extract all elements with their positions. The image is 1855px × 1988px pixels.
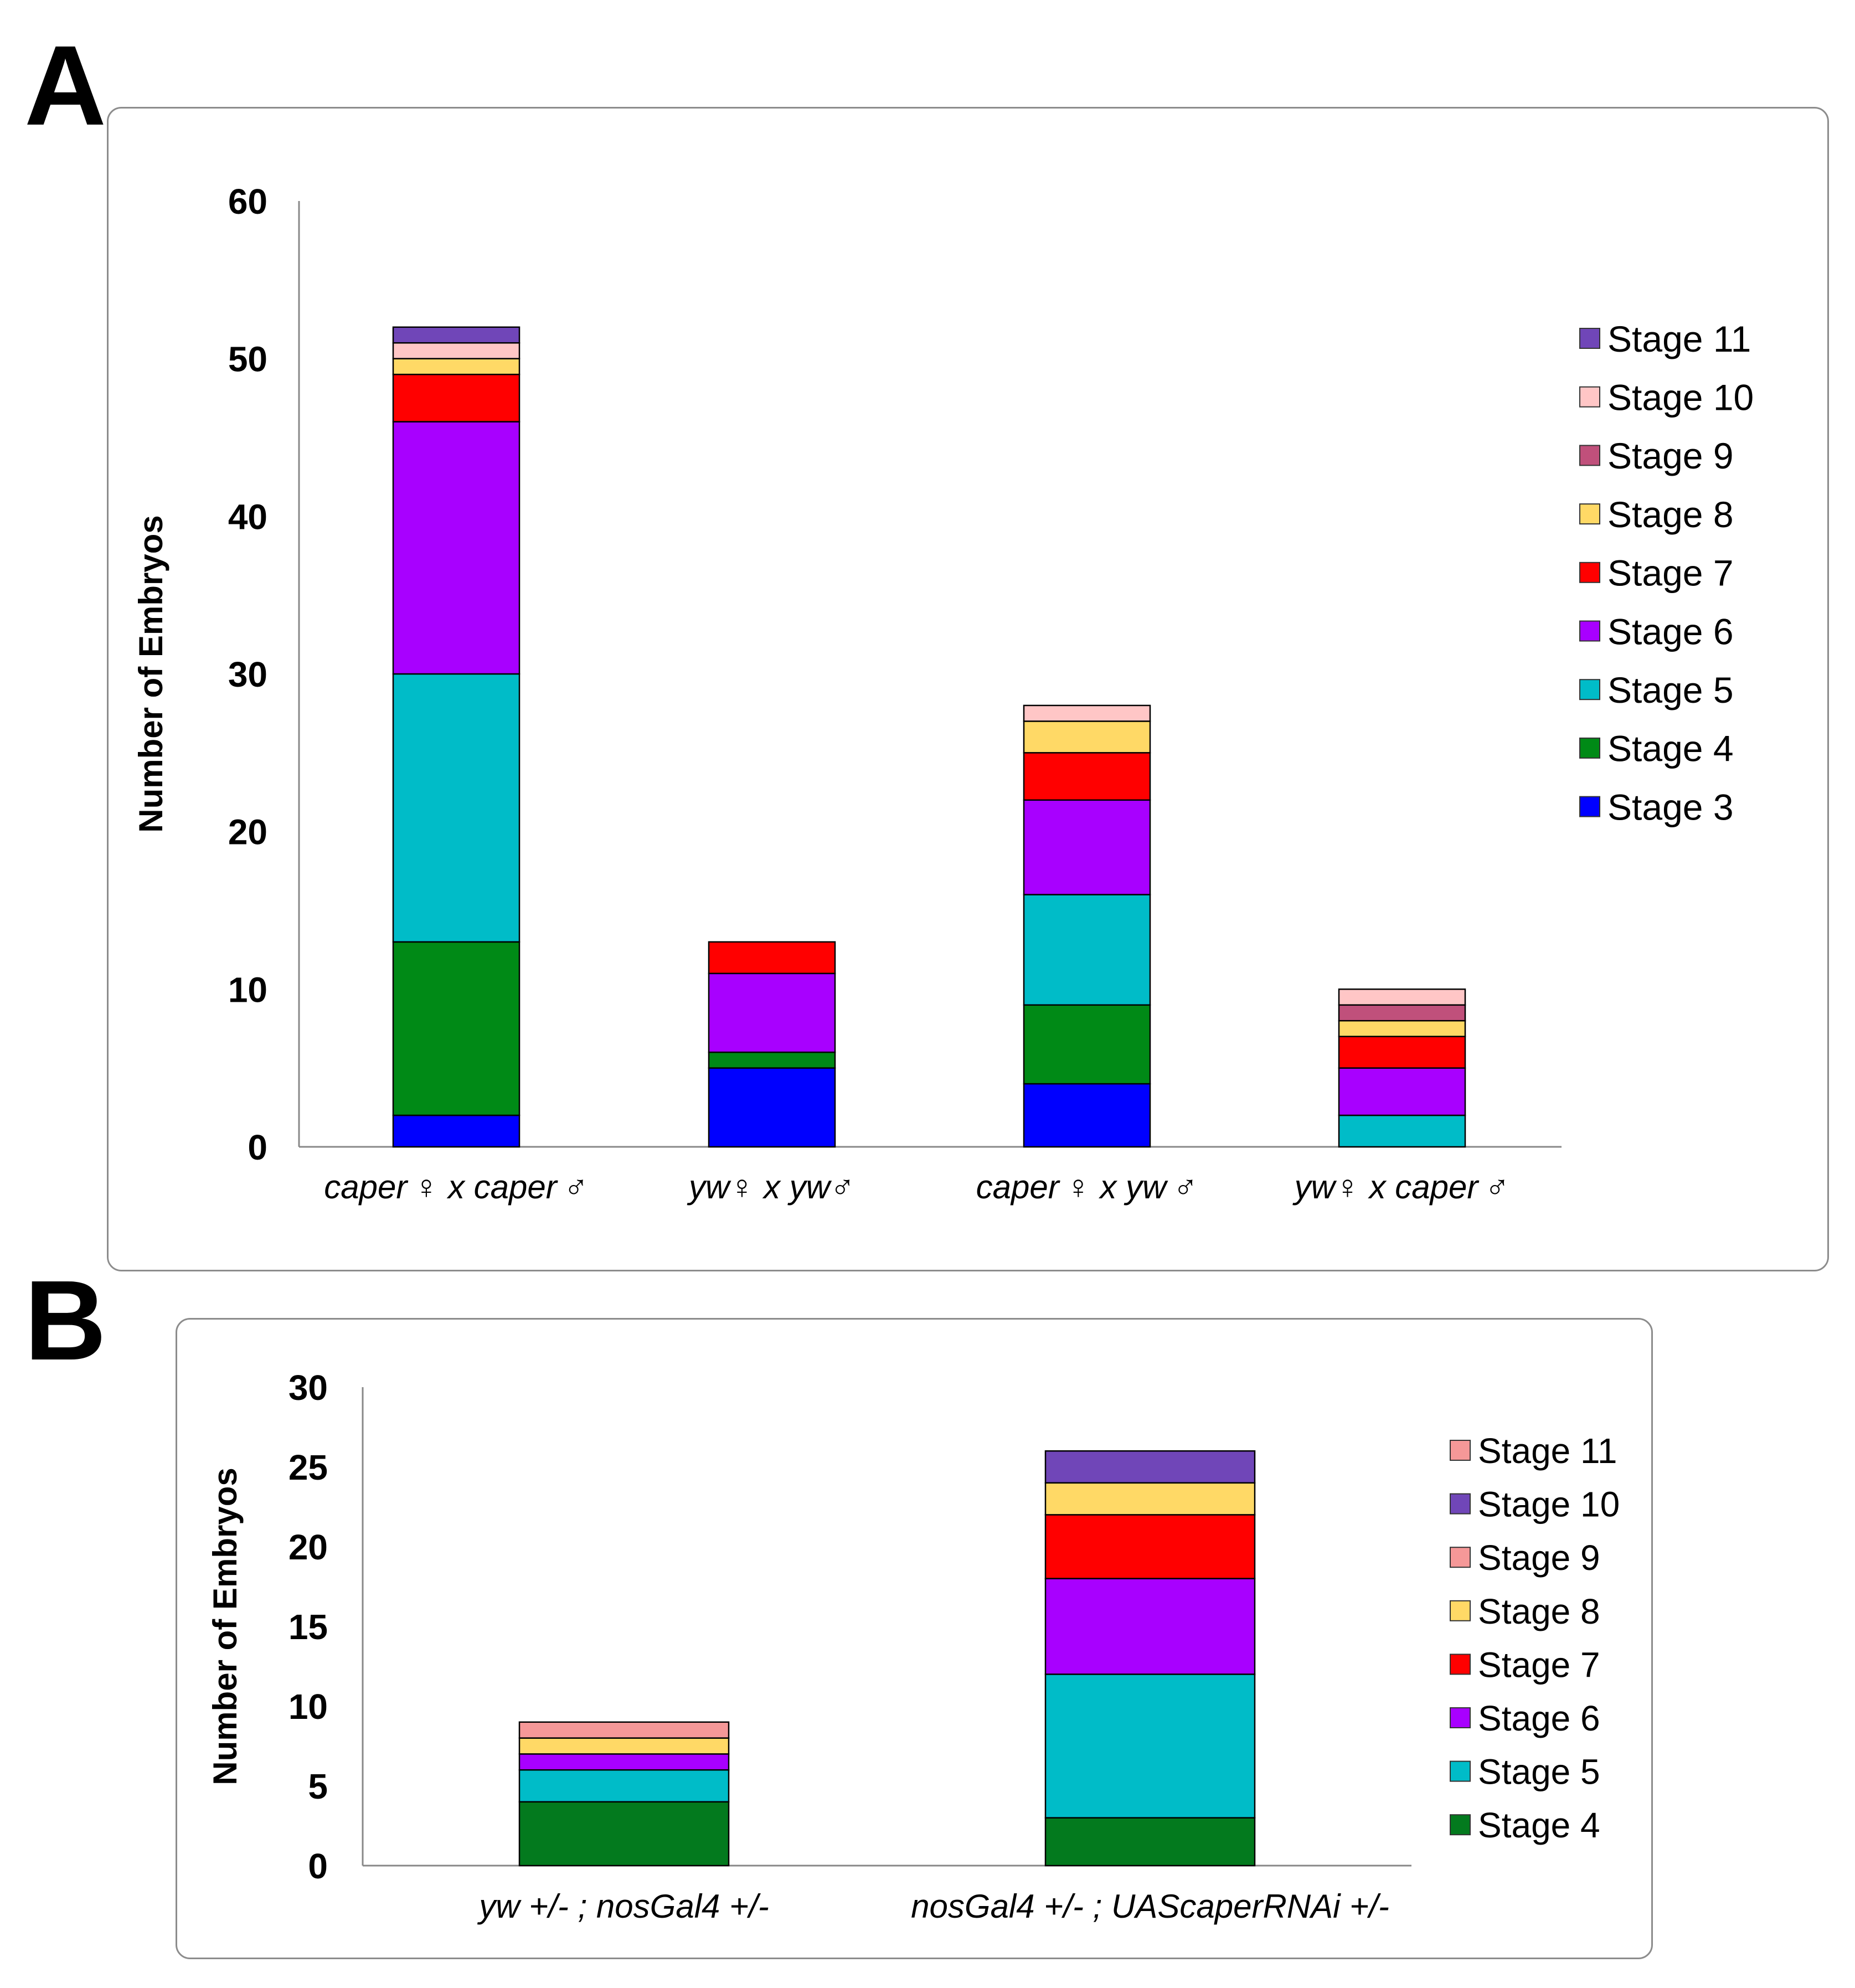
y-tick-label: 40 [228, 497, 267, 537]
bar-segment-stage-8 [518, 1737, 730, 1755]
legend-swatch [1450, 1493, 1471, 1515]
panel-a-letter: A [24, 22, 107, 149]
y-tick-label: 15 [288, 1607, 328, 1647]
legend-swatch [1579, 503, 1600, 525]
bar-segment-stage-10 [392, 342, 521, 359]
legend-label: Stage 6 [1478, 1698, 1600, 1738]
legend-swatch [1450, 1814, 1471, 1836]
legend-swatch [1579, 445, 1600, 466]
bar-segment-stage-6 [708, 972, 836, 1053]
bar-segment-stage-7 [1338, 1036, 1466, 1069]
y-tick-label: 30 [288, 1368, 328, 1408]
panel-b-frame [176, 1318, 1653, 1959]
y-tick-label: 0 [308, 1846, 328, 1886]
y-tick-label: 0 [248, 1127, 267, 1167]
bar-segment-stage-6 [1338, 1067, 1466, 1116]
bar-segment-stage-4 [392, 941, 521, 1116]
bar-segment-stage-6 [1044, 1578, 1256, 1675]
bar-segment-stage-10 [1338, 988, 1466, 1006]
y-axis-title: Number of Embryos [207, 1467, 244, 1785]
legend-label: Stage 7 [1478, 1645, 1600, 1685]
legend-label: Stage 8 [1478, 1592, 1600, 1631]
bar-segment-stage-3 [1023, 1083, 1151, 1148]
bar-segment-stage-4 [518, 1801, 730, 1867]
category-label: caper ♀ x caper ♂ [324, 1168, 589, 1206]
y-tick-label: 20 [228, 812, 267, 852]
bar-segment-stage-11 [392, 326, 521, 344]
legend-label: Stage 10 [1478, 1485, 1620, 1525]
category-label: caper ♀ x yw ♂ [976, 1168, 1198, 1206]
bar-segment-stage-7 [1044, 1514, 1256, 1579]
legend-swatch [1579, 386, 1600, 408]
legend-label: Stage 9 [1478, 1538, 1600, 1578]
bar-segment-stage-8 [1044, 1482, 1256, 1516]
bar-segment-stage-10 [1023, 704, 1151, 722]
category-label: nosGal4 +/- ; UAScaperRNAi +/- [911, 1888, 1389, 1925]
legend-swatch [1579, 562, 1600, 583]
bar-segment-stage-5 [392, 673, 521, 943]
legend-swatch [1450, 1440, 1471, 1461]
legend-swatch [1450, 1654, 1471, 1675]
legend-swatch [1450, 1707, 1471, 1728]
bar-segment-stage-8 [1338, 1020, 1466, 1037]
chart-b: 0 5 10 15 20 25 30 Number of Embryos yw +/- ; no… [207, 1368, 1620, 1925]
bar-segment-stage-5 [1338, 1114, 1466, 1148]
legend-label: Stage 5 [1607, 669, 1734, 710]
bar-segment-stage-11 [518, 1721, 730, 1739]
legend-label: Stage 10 [1607, 377, 1754, 418]
legend-label: Stage 9 [1607, 435, 1734, 476]
legend-swatch [1579, 737, 1600, 759]
bar-segment-stage-10 [1044, 1450, 1256, 1484]
bar-segment-stage-8 [392, 358, 521, 375]
bar-segment-stage-7 [392, 373, 521, 423]
legend-label: Stage 4 [1478, 1805, 1600, 1845]
y-axis-title: Number of Embryos [132, 515, 169, 832]
legend-swatch [1579, 328, 1600, 349]
y-tick-label: 10 [228, 970, 267, 1010]
chart-a: 0 10 20 30 40 50 60 Number of Embryos caper ♀ x … [132, 182, 1754, 1206]
legend-label: Stage 11 [1478, 1431, 1617, 1471]
legend-swatch [1450, 1547, 1471, 1568]
bar-segment-stage-5 [1044, 1673, 1256, 1819]
legend-swatch [1450, 1760, 1471, 1782]
panel-b-letter: B [24, 1257, 107, 1384]
category-label: yw +/- ; nosGal4 +/- [477, 1888, 769, 1925]
legend-swatch [1579, 679, 1600, 701]
bar-segment-stage-5 [1023, 894, 1151, 1006]
legend-label: Stage 5 [1478, 1752, 1600, 1792]
legend-label: Stage 6 [1607, 611, 1734, 652]
y-tick-label: 50 [228, 339, 267, 379]
category-label: yw♀ x caper ♂ [1292, 1168, 1510, 1206]
y-tick-label: 5 [308, 1766, 328, 1806]
bar-segment-stage-6 [1023, 799, 1151, 895]
legend-label: Stage 8 [1607, 494, 1734, 535]
bar-segment-stage-6 [392, 421, 521, 675]
legend-label: Stage 7 [1607, 553, 1734, 594]
y-tick-label: 25 [288, 1448, 328, 1487]
bar-segment-stage-5 [518, 1769, 730, 1803]
bar-segment-stage-3 [392, 1114, 521, 1148]
legend-swatch [1450, 1600, 1471, 1621]
category-label: yw♀ x yw♂ [687, 1168, 855, 1206]
bar-segment-stage-7 [1023, 752, 1151, 801]
y-tick-label: 60 [228, 182, 267, 222]
y-tick-label: 10 [288, 1687, 328, 1727]
y-tick-label: 30 [228, 655, 267, 694]
bar-segment-stage-8 [1023, 720, 1151, 754]
bar-segment-stage-4 [1044, 1817, 1256, 1867]
bar-segment-stage-7 [708, 941, 836, 975]
legend-swatch [1579, 620, 1600, 642]
bar-segment-stage-6 [518, 1753, 730, 1771]
bar-segment-stage-3 [708, 1067, 836, 1148]
bar-segment-stage-9 [1338, 1004, 1466, 1022]
bar-segment-stage-4 [1023, 1004, 1151, 1085]
bar-segment-stage-4 [708, 1051, 836, 1069]
legend-label: Stage 11 [1607, 318, 1751, 359]
legend-swatch [1579, 796, 1600, 817]
legend-label: Stage 3 [1607, 786, 1734, 827]
legend-label: Stage 4 [1607, 728, 1734, 769]
y-tick-label: 20 [288, 1527, 328, 1567]
